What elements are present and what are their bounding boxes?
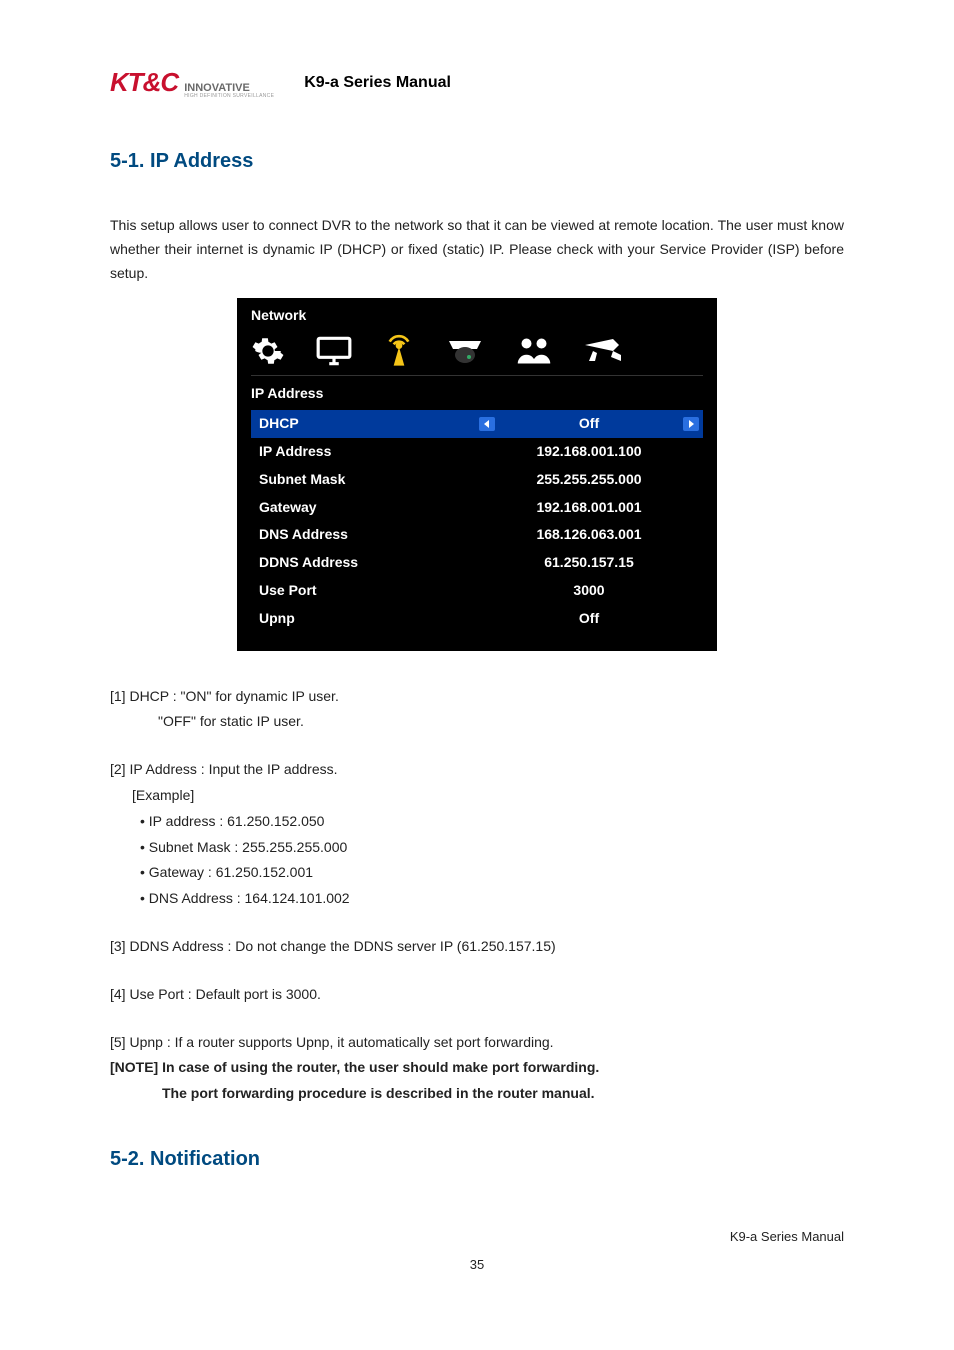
network-screenshot: Network <box>110 298 844 651</box>
setting-row[interactable]: IP Address 192.168.001.100 <box>251 438 703 466</box>
note-2f: • DNS Address : 164.124.101.002 <box>110 887 844 911</box>
logo-sub-text: INNOVATIVE HIGH DEFINITION SURVEILLANCE <box>184 83 274 99</box>
people-icon[interactable] <box>515 336 553 366</box>
intro-paragraph: This setup allows user to connect DVR to… <box>110 214 844 285</box>
logo: KT&C INNOVATIVE HIGH DEFINITION SURVEILL… <box>110 60 274 104</box>
dhcp-value: Off <box>579 412 599 436</box>
note-2e: • Gateway : 61.250.152.001 <box>110 861 844 885</box>
setting-row[interactable]: Gateway 192.168.001.001 <box>251 494 703 522</box>
note-3: [3] DDNS Address : Do not change the DDN… <box>110 935 844 959</box>
dhcp-label: DHCP <box>259 412 299 436</box>
setting-label: DNS Address <box>259 523 348 547</box>
setting-label: Use Port <box>259 579 317 603</box>
network-tab-icons <box>251 329 703 375</box>
page-footer: K9-a Series Manual 35 <box>110 1226 844 1276</box>
section-5-1-heading: 5-1. IP Address <box>110 144 844 178</box>
setting-row[interactable]: Use Port 3000 <box>251 577 703 605</box>
monitor-icon[interactable] <box>315 334 353 368</box>
setting-row[interactable]: Upnp Off <box>251 605 703 633</box>
gear-icon[interactable] <box>251 334 285 368</box>
bullet-camera-icon[interactable] <box>583 337 625 365</box>
arrow-left-icon[interactable] <box>479 417 495 431</box>
note-2a: [2] IP Address : Input the IP address. <box>110 758 844 782</box>
network-panel: Network <box>237 298 717 651</box>
network-subtitle: IP Address <box>251 375 703 406</box>
section-5-2-heading: 5-2. Notification <box>110 1142 844 1176</box>
network-settings-list: IP Address 192.168.001.100 Subnet Mask 255.… <box>251 438 703 633</box>
note-1a: [1] DHCP : "ON" for dynamic IP user. <box>110 685 844 709</box>
arrow-right-icon[interactable] <box>683 417 699 431</box>
setting-value: 192.168.001.100 <box>479 440 699 464</box>
note-4: [4] Use Port : Default port is 3000. <box>110 983 844 1007</box>
setting-label: Upnp <box>259 607 295 631</box>
dhcp-control[interactable]: Off <box>479 412 699 436</box>
network-title: Network <box>251 304 703 328</box>
setting-label: Subnet Mask <box>259 468 345 492</box>
setting-row[interactable]: DDNS Address 61.250.157.15 <box>251 549 703 577</box>
note-2d: • Subnet Mask : 255.255.255.000 <box>110 836 844 860</box>
dome-camera-icon[interactable] <box>445 336 485 366</box>
setting-row[interactable]: DNS Address 168.126.063.001 <box>251 521 703 549</box>
setting-label: DDNS Address <box>259 551 358 575</box>
setting-value: 192.168.001.001 <box>479 496 699 520</box>
note-2c: • IP address : 61.250.152.050 <box>110 810 844 834</box>
logo-main-text: KT&C <box>110 60 178 104</box>
note-5: [5] Upnp : If a router supports Upnp, it… <box>110 1031 844 1055</box>
setting-label: Gateway <box>259 496 317 520</box>
note-bold-b: The port forwarding procedure is describ… <box>110 1082 844 1106</box>
footer-manual-title: K9-a Series Manual <box>730 1226 844 1248</box>
page-number: 35 <box>470 1254 484 1276</box>
setting-value: 3000 <box>479 579 699 603</box>
note-1b: "OFF" for static IP user. <box>110 710 844 734</box>
setting-row[interactable]: Subnet Mask 255.255.255.000 <box>251 466 703 494</box>
note-bold-a: [NOTE] In case of using the router, the … <box>110 1056 844 1080</box>
setting-value: 255.255.255.000 <box>479 468 699 492</box>
setting-value: 168.126.063.001 <box>479 523 699 547</box>
setting-label: IP Address <box>259 440 331 464</box>
dhcp-row[interactable]: DHCP Off <box>251 410 703 438</box>
setting-value: Off <box>479 607 699 631</box>
note-2b: [Example] <box>110 784 844 808</box>
antenna-icon[interactable] <box>383 333 415 369</box>
setting-value: 61.250.157.15 <box>479 551 699 575</box>
notes-block: [1] DHCP : "ON" for dynamic IP user. "OF… <box>110 685 844 1106</box>
page-header: KT&C INNOVATIVE HIGH DEFINITION SURVEILL… <box>110 60 844 104</box>
manual-title: K9-a Series Manual <box>304 69 451 96</box>
